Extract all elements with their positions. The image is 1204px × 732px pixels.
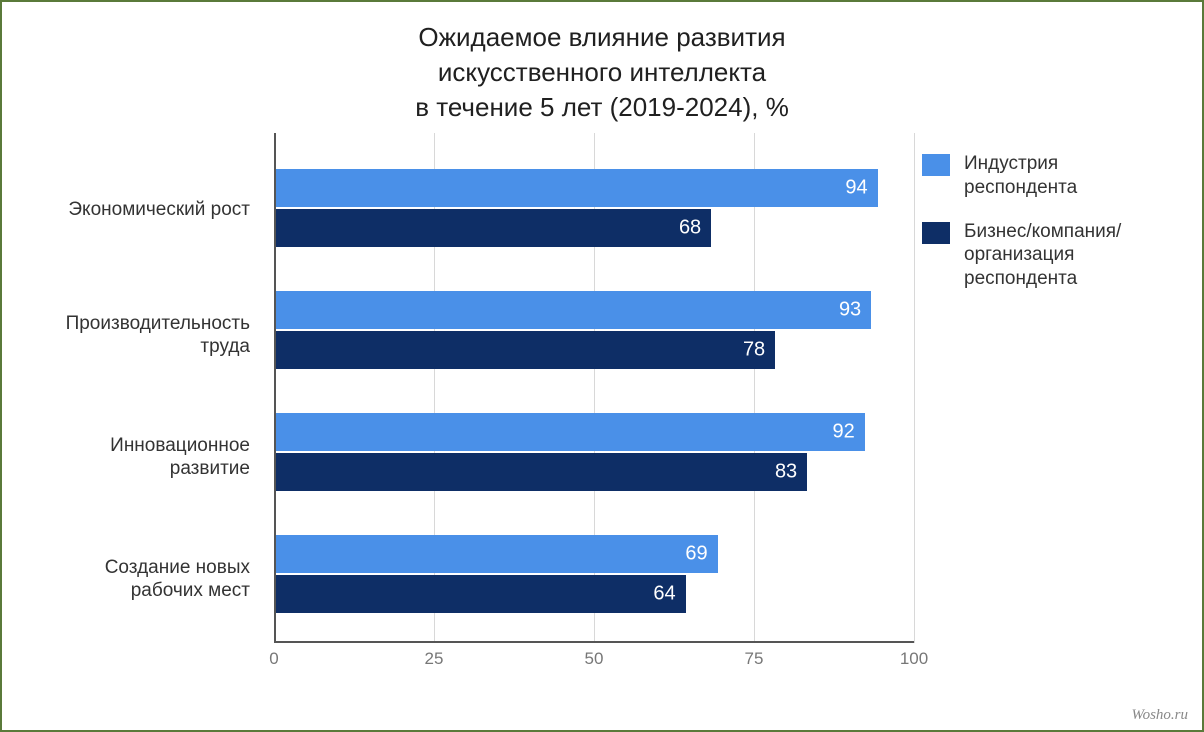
y-axis-labels: Экономический рост Производительность тр… <box>42 133 262 623</box>
category-label-line: развитие <box>170 458 250 479</box>
category-label-line: Инновационное <box>110 435 250 456</box>
gridline <box>914 133 915 643</box>
bar-series1: 92 <box>276 413 865 451</box>
gridline <box>754 133 755 643</box>
legend-swatch <box>922 222 950 244</box>
bar-series1: 93 <box>276 291 871 329</box>
bar-series2: 68 <box>276 209 711 247</box>
x-tick-label: 75 <box>745 649 764 669</box>
bar-value-label: 69 <box>685 543 707 566</box>
legend-label-line: Индустрия <box>964 153 1058 174</box>
x-axis-line <box>274 641 914 643</box>
legend-label-line: респондента <box>964 177 1077 198</box>
bar-series2: 64 <box>276 575 686 613</box>
category-label: Экономический рост <box>42 199 262 222</box>
y-axis-line <box>274 133 276 643</box>
x-tick-label: 100 <box>900 649 928 669</box>
bar-series2: 78 <box>276 331 775 369</box>
x-tick-label: 25 <box>425 649 444 669</box>
legend-label: Индустрия респондента <box>964 152 1077 200</box>
chart-frame: Ожидаемое влияние развития искусственног… <box>0 0 1204 732</box>
x-tick-label: 50 <box>585 649 604 669</box>
title-line-0: Ожидаемое влияние развития <box>418 22 785 52</box>
bar-series1: 94 <box>276 169 878 207</box>
legend-swatch <box>922 154 950 176</box>
category-label-line: труда <box>200 336 250 357</box>
x-tick-label: 0 <box>269 649 278 669</box>
category-label-line: рабочих мест <box>131 580 250 601</box>
category-label: Создание новых рабочих мест <box>42 557 262 603</box>
legend-label-line: респондента <box>964 268 1077 289</box>
bar-value-label: 92 <box>833 421 855 444</box>
legend-label-line: организация <box>964 244 1074 265</box>
bar-value-label: 68 <box>679 217 701 240</box>
title-line-2: в течение 5 лет (2019-2024), % <box>415 92 789 122</box>
chart-title: Ожидаемое влияние развития искусственног… <box>2 2 1202 133</box>
category-label: Инновационное развитие <box>42 435 262 481</box>
legend-item: Бизнес/компания/ организация респондента <box>922 220 1172 291</box>
legend: Индустрия респондента Бизнес/компания/ о… <box>922 152 1172 311</box>
legend-label: Бизнес/компания/ организация респондента <box>964 220 1121 291</box>
bar-series1: 69 <box>276 535 718 573</box>
bar-value-label: 93 <box>839 299 861 322</box>
legend-item: Индустрия респондента <box>922 152 1172 200</box>
bar-value-label: 64 <box>653 583 675 606</box>
category-label-line: Производительность <box>66 313 250 334</box>
watermark: Wosho.ru <box>1131 707 1188 724</box>
bar-value-label: 78 <box>743 339 765 362</box>
title-line-1: искусственного интеллекта <box>438 57 766 87</box>
plot-area: 94 68 93 78 92 83 69 6 <box>274 133 914 643</box>
bar-series2: 83 <box>276 453 807 491</box>
legend-label-line: Бизнес/компания/ <box>964 221 1121 242</box>
category-label: Производительность труда <box>42 313 262 359</box>
category-label-line: Создание новых <box>105 557 250 578</box>
bar-value-label: 94 <box>845 177 867 200</box>
bar-value-label: 83 <box>775 461 797 484</box>
